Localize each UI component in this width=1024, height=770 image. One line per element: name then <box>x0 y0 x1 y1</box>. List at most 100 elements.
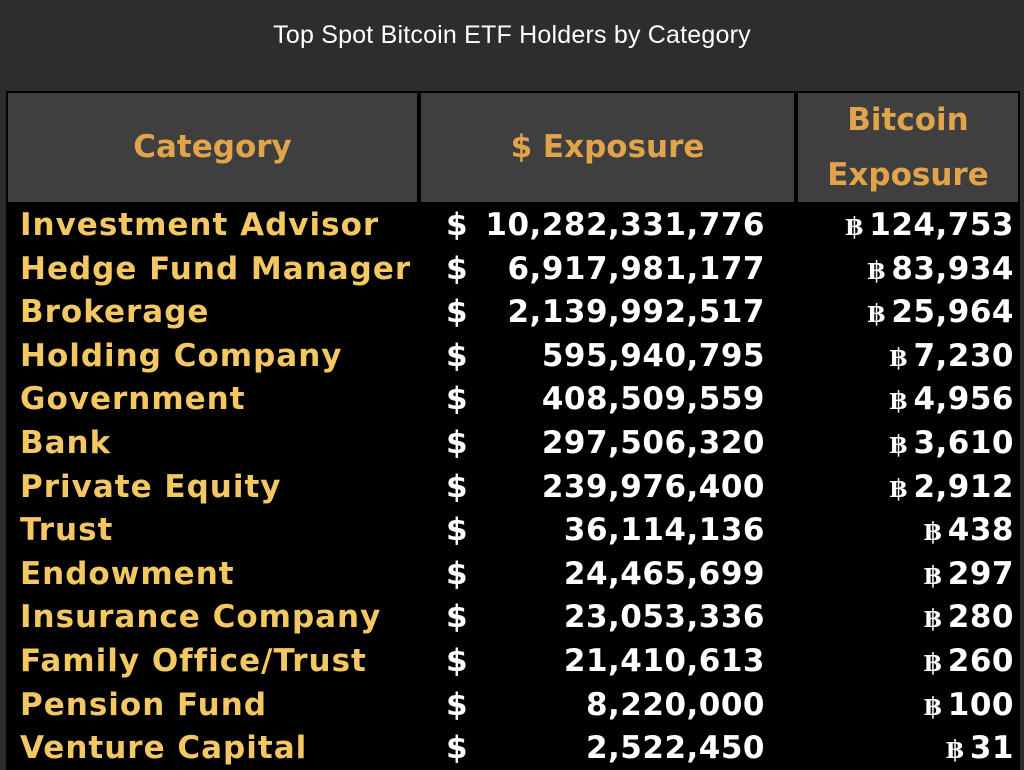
table-row: Private Equity $239,976,400 ฿ 2,912 <box>6 466 1020 510</box>
bitcoin-exposure-cell: ฿ 31 <box>946 727 1014 770</box>
table-row: Brokerage $2,139,992,517 ฿ 25,964 <box>6 291 1020 335</box>
category-cell: Venture Capital <box>20 730 308 767</box>
table-row: Trust $36,114,136 ฿ 438 <box>6 509 1020 553</box>
category-cell: Holding Company <box>20 337 343 374</box>
dollar-sign: $ <box>446 642 468 679</box>
dollar-sign: $ <box>446 686 468 723</box>
usd-exposure-cell: 2,522,450 <box>585 730 765 767</box>
bitcoin-value: 2,912 <box>913 468 1014 505</box>
bitcoin-value: 83,934 <box>891 250 1014 287</box>
header-bitcoin-exposure-line2: Exposure <box>827 156 989 193</box>
table-row: Pension Fund $8,220,000 ฿ 100 <box>6 684 1020 728</box>
bitcoin-value: 25,964 <box>891 294 1014 331</box>
usd-exposure-cell: 8,220,000 <box>585 686 765 723</box>
bitcoin-value: 4,956 <box>913 381 1014 418</box>
dollar-sign: $ <box>446 555 468 592</box>
dollar-sign: $ <box>446 730 468 767</box>
header-bitcoin-exposure: Bitcoin Exposure <box>798 93 1018 202</box>
bitcoin-symbol: ฿ <box>923 604 942 634</box>
header-category: Category <box>8 93 417 202</box>
bitcoin-symbol: ฿ <box>867 255 886 285</box>
category-cell: Family Office/Trust <box>20 642 367 679</box>
dollar-sign: $ <box>446 424 468 461</box>
bitcoin-symbol: ฿ <box>923 560 942 590</box>
bitcoin-value: 124,753 <box>869 207 1014 243</box>
dollar-sign: $ <box>446 337 468 374</box>
usd-exposure-cell: 297,506,320 <box>541 424 765 461</box>
bitcoin-symbol: ฿ <box>867 299 886 329</box>
bitcoin-exposure-cell: ฿ 124,753 <box>845 204 1014 249</box>
bitcoin-exposure-cell: ฿ 4,956 <box>890 378 1014 423</box>
table-row: Holding Company $595,940,795 ฿ 7,230 <box>6 335 1020 379</box>
usd-exposure-cell: 24,465,699 <box>563 555 765 592</box>
bitcoin-symbol: ฿ <box>889 386 908 416</box>
bitcoin-value: 438 <box>947 512 1014 549</box>
table-body: Investment Advisor $10,282,331,776 ฿ 124,75… <box>6 204 1020 770</box>
bitcoin-value: 31 <box>969 730 1014 767</box>
category-cell: Endowment <box>20 555 235 592</box>
bitcoin-exposure-cell: ฿ 438 <box>924 509 1014 554</box>
dollar-sign: $ <box>446 512 468 549</box>
etf-holders-table: Category $ Exposure Bitcoin Exposure Inv… <box>6 91 1020 770</box>
table-row: Hedge Fund Manager $6,917,981,177 ฿ 83,934 <box>6 248 1020 292</box>
bitcoin-exposure-cell: ฿ 3,610 <box>890 422 1014 467</box>
usd-exposure-cell: 239,976,400 <box>541 468 765 505</box>
dollar-sign: $ <box>446 381 468 418</box>
usd-exposure-cell: 2,139,992,517 <box>507 294 765 331</box>
category-cell: Pension Fund <box>20 686 268 723</box>
dollar-sign: $ <box>446 599 468 636</box>
category-cell: Hedge Fund Manager <box>20 250 412 287</box>
table-row: Endowment $24,465,699 ฿ 297 <box>6 553 1020 597</box>
bitcoin-value: 280 <box>947 599 1014 636</box>
page-title: Top Spot Bitcoin ETF Holders by Category <box>0 0 1024 76</box>
header-usd-exposure: $ Exposure <box>421 93 794 202</box>
category-cell: Private Equity <box>20 468 282 505</box>
usd-exposure-cell: 408,509,559 <box>541 381 765 418</box>
bitcoin-exposure-cell: ฿ 100 <box>924 684 1014 729</box>
bitcoin-symbol: ฿ <box>923 691 942 721</box>
bitcoin-symbol: ฿ <box>923 517 942 547</box>
dollar-sign: $ <box>446 294 468 331</box>
bitcoin-symbol: ฿ <box>845 212 864 241</box>
bitcoin-exposure-cell: ฿ 2,912 <box>890 466 1014 511</box>
bitcoin-exposure-cell: ฿ 25,964 <box>867 291 1014 336</box>
header-bitcoin-exposure-line1: Bitcoin <box>847 101 969 138</box>
bitcoin-exposure-cell: ฿ 280 <box>924 596 1014 641</box>
category-cell: Trust <box>20 512 114 549</box>
bitcoin-symbol: ฿ <box>889 429 908 459</box>
dollar-sign: $ <box>446 250 468 287</box>
category-cell: Brokerage <box>20 294 210 331</box>
table-header-row: Category $ Exposure Bitcoin Exposure <box>6 91 1020 204</box>
category-cell: Government <box>20 381 246 418</box>
usd-exposure-cell: 6,917,981,177 <box>507 250 765 287</box>
table-row: Family Office/Trust $21,410,613 ฿ 260 <box>6 640 1020 684</box>
usd-exposure-cell: 36,114,136 <box>563 512 765 549</box>
category-cell: Bank <box>20 424 112 461</box>
dollar-sign: $ <box>446 207 468 243</box>
bitcoin-value: 260 <box>947 642 1014 679</box>
table-row: Venture Capital $2,522,450 ฿ 31 <box>6 727 1020 770</box>
bitcoin-exposure-cell: ฿ 260 <box>924 640 1014 685</box>
bitcoin-symbol: ฿ <box>889 342 908 372</box>
bitcoin-symbol: ฿ <box>945 735 964 765</box>
table-row: Insurance Company $23,053,336 ฿ 280 <box>6 596 1020 640</box>
table-row: Bank $297,506,320 ฿ 3,610 <box>6 422 1020 466</box>
category-cell: Insurance Company <box>20 599 382 636</box>
bitcoin-exposure-cell: ฿ 297 <box>924 553 1014 598</box>
usd-exposure-cell: 21,410,613 <box>563 642 765 679</box>
bitcoin-symbol: ฿ <box>923 647 942 677</box>
usd-exposure-cell: 10,282,331,776 <box>485 207 765 243</box>
category-cell: Investment Advisor <box>20 207 380 243</box>
bitcoin-value: 7,230 <box>913 337 1014 374</box>
bitcoin-symbol: ฿ <box>889 473 908 503</box>
bitcoin-value: 297 <box>947 555 1014 592</box>
bitcoin-value: 100 <box>947 686 1014 723</box>
table-row: Investment Advisor $10,282,331,776 ฿ 124,75… <box>6 204 1020 248</box>
bitcoin-exposure-cell: ฿ 7,230 <box>890 335 1014 380</box>
dollar-sign: $ <box>446 468 468 505</box>
table-row: Government $408,509,559 ฿ 4,956 <box>6 378 1020 422</box>
bitcoin-exposure-cell: ฿ 83,934 <box>867 248 1014 293</box>
usd-exposure-cell: 23,053,336 <box>563 599 765 636</box>
bitcoin-value: 3,610 <box>913 424 1014 461</box>
usd-exposure-cell: 595,940,795 <box>541 337 765 374</box>
